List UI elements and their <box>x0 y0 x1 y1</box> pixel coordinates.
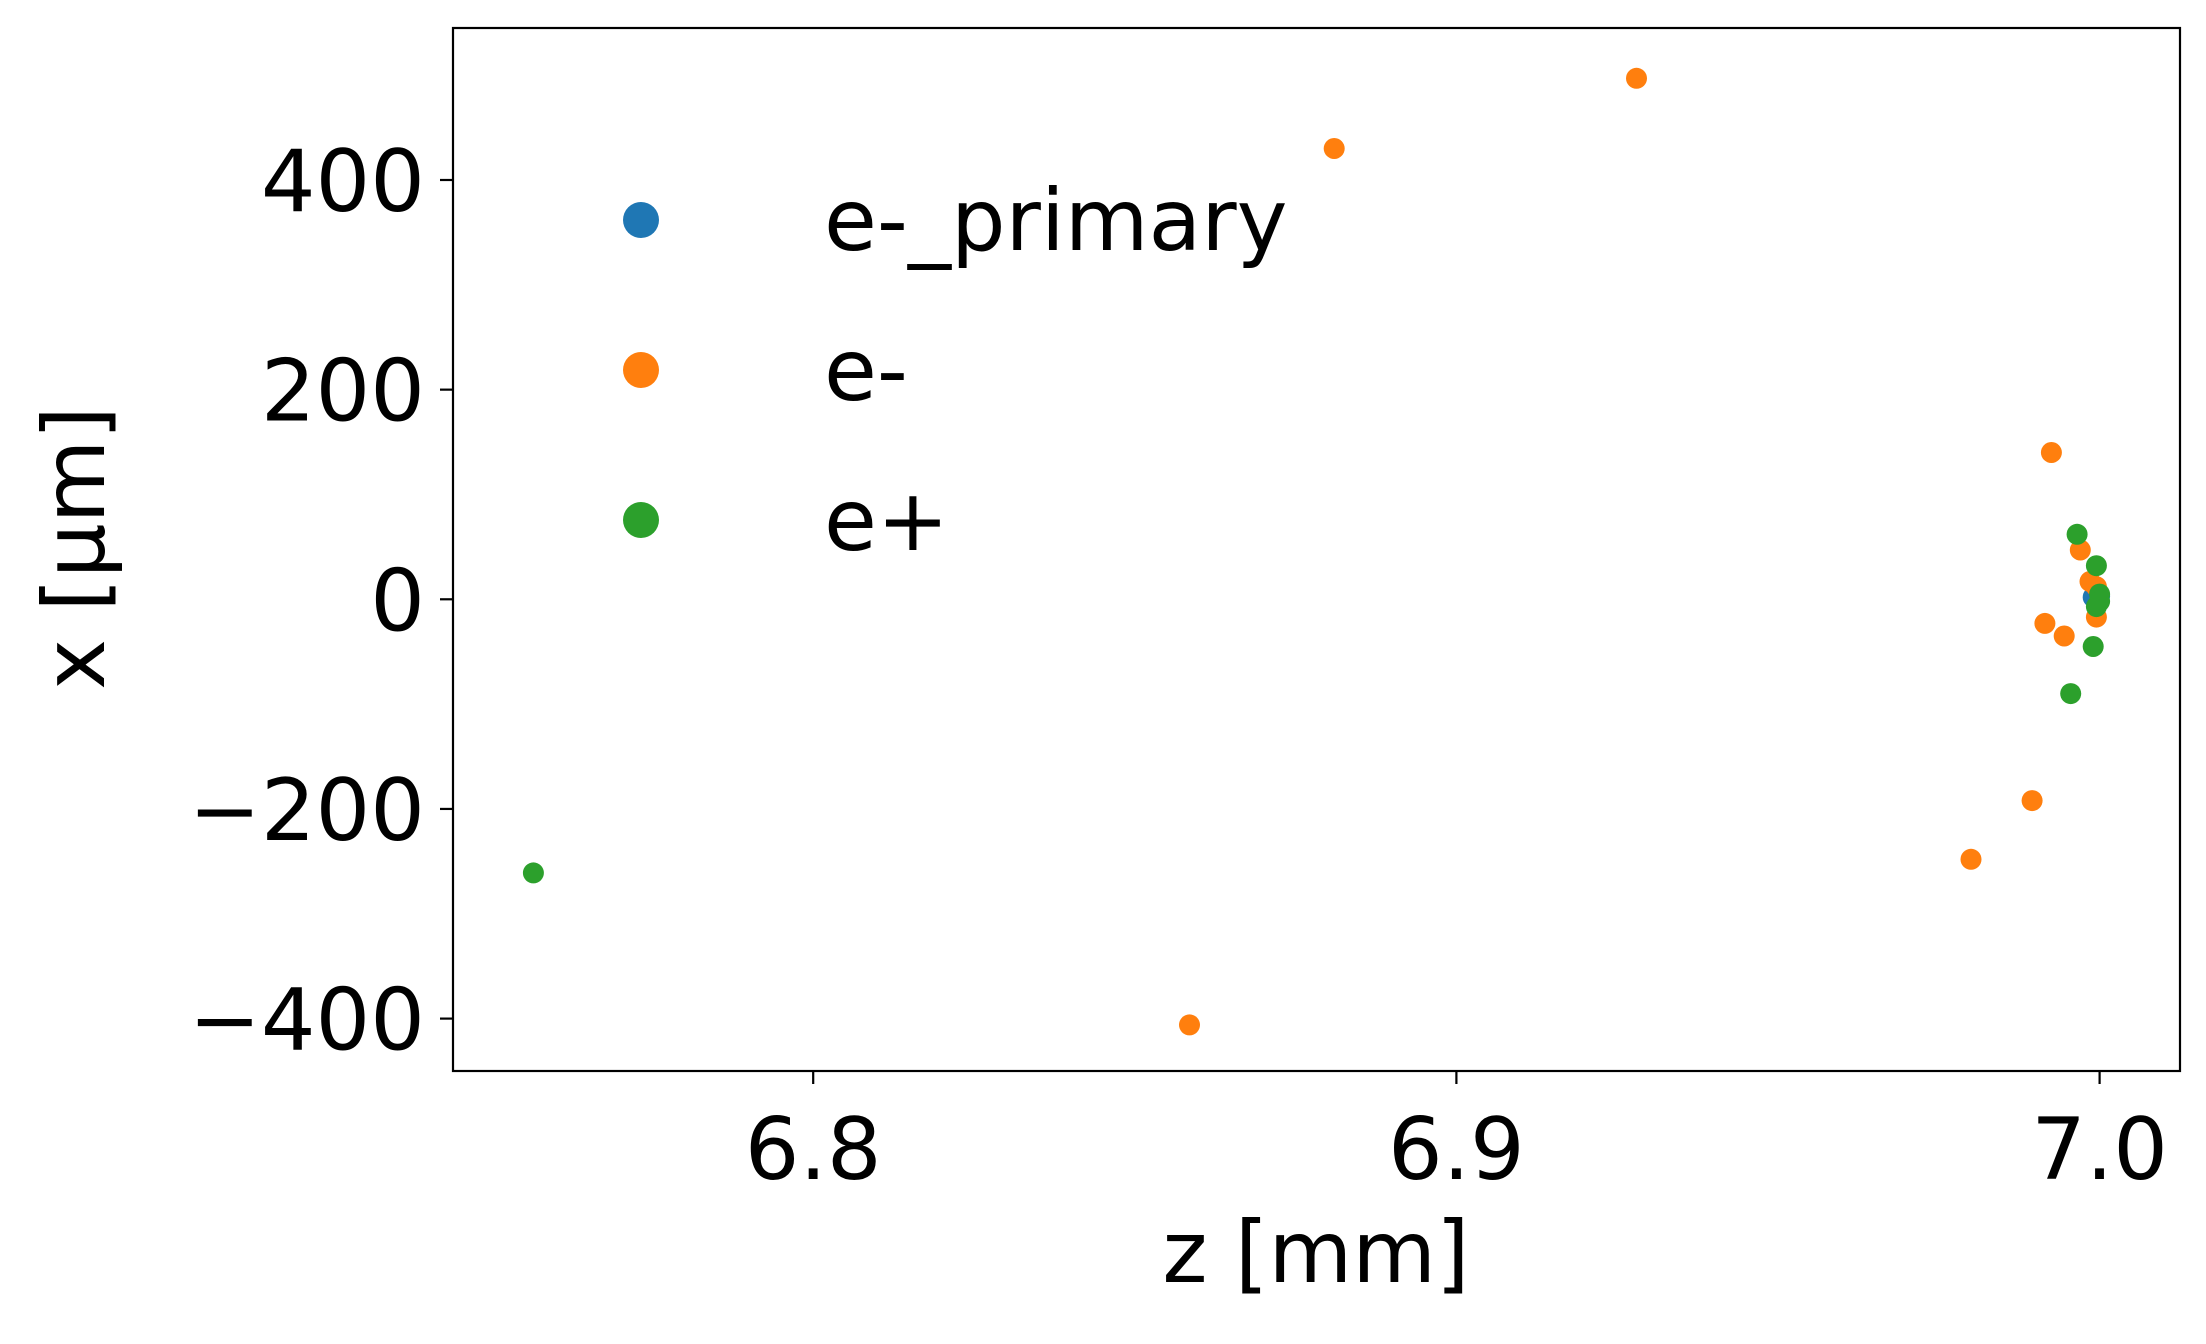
data-point-e--11 <box>1179 1014 1200 1036</box>
legend-marker-e-_primary <box>623 202 659 238</box>
points-layer <box>522 67 2111 1036</box>
data-point-e--8 <box>2053 625 2075 647</box>
y-axis-ticks: −400 −200 0 200 400 <box>189 132 453 1071</box>
y-axis-label: x [μm] <box>25 406 125 690</box>
x-axis-ticks: 6.8 6.9 7.0 <box>745 1071 2168 1200</box>
legend-marker-e- <box>623 352 659 388</box>
x-axis-label: z [mm] <box>1162 1203 1469 1303</box>
data-point-e+-7 <box>522 862 544 884</box>
data-point-e--7 <box>2034 612 2056 634</box>
y-tick-label-4: 400 <box>261 132 425 232</box>
data-point-e--3 <box>2069 539 2091 561</box>
data-point-e+-1 <box>2085 555 2107 577</box>
data-point-e+-6 <box>2060 683 2082 705</box>
legend-label-e+: e+ <box>824 471 949 571</box>
plot-frame <box>451 26 2182 1073</box>
data-point-e--0 <box>1626 67 1647 89</box>
y-tick-label-2: 0 <box>370 551 425 651</box>
x-tick-label-0: 6.8 <box>745 1100 882 1200</box>
y-tick-label-1: −200 <box>189 761 425 861</box>
plot-area <box>453 28 2180 1071</box>
data-point-e--10 <box>1960 848 1982 870</box>
data-point-e--9 <box>2021 790 2043 812</box>
y-tick-label-0: −400 <box>189 971 425 1071</box>
data-point-e+-4 <box>2085 596 2107 618</box>
x-tick-label-2: 7.0 <box>2031 1100 2168 1200</box>
legend-marker-e+ <box>623 502 659 538</box>
legend-label-e-_primary: e-_primary <box>824 171 1288 271</box>
data-point-e+-0 <box>2066 523 2088 545</box>
y-tick-label-3: 200 <box>261 342 425 442</box>
data-point-e+-5 <box>2082 636 2104 657</box>
x-tick-label-1: 6.9 <box>1388 1100 1525 1200</box>
legend: e-_primary e-e+ <box>623 171 1288 571</box>
legend-label-e-: e- <box>824 321 908 421</box>
data-point-e--2 <box>2040 442 2062 463</box>
data-point-e--1 <box>1323 138 1345 159</box>
